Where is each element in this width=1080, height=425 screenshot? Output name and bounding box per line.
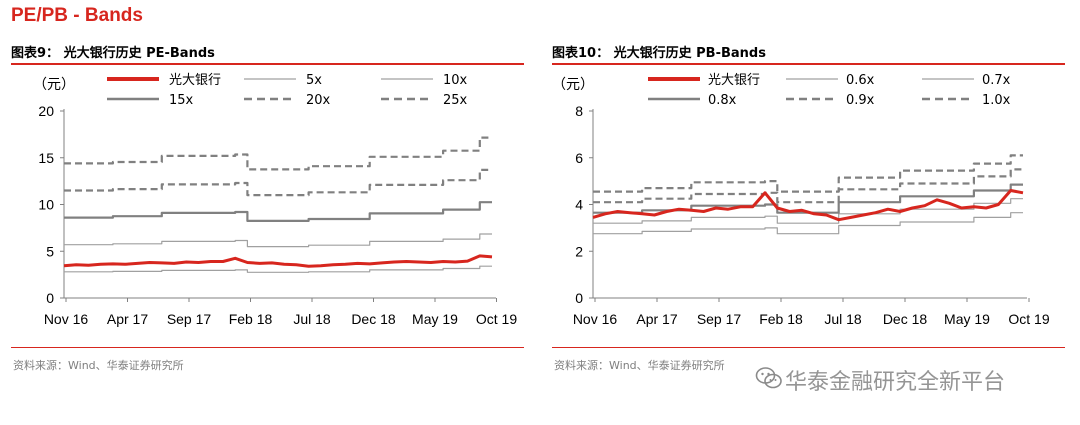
- legend-label: 0.8x: [708, 93, 737, 108]
- legend-label: 10x: [443, 73, 468, 88]
- y-tick-label: 2: [575, 243, 583, 259]
- watermark: 华泰金融研究全新平台: [755, 362, 1055, 398]
- y-tick-label: 0: [46, 290, 54, 306]
- series-line-0.9x: [593, 168, 1023, 204]
- series-line-10x: [64, 233, 492, 248]
- series-line-20x: [64, 168, 492, 197]
- watermark-text: 华泰金融研究全新平台: [785, 370, 1006, 395]
- y-unit-label: （元）: [552, 77, 594, 93]
- legend-label: 20x: [306, 93, 331, 108]
- y-tick-label: 8: [575, 103, 583, 119]
- x-tick-label: Jul 18: [293, 311, 331, 327]
- x-tick-label: Oct 19: [1008, 311, 1049, 327]
- source-rule: [11, 347, 524, 348]
- x-tick-label: Feb 18: [229, 311, 273, 327]
- legend-label: 光大银行: [169, 73, 221, 88]
- x-tick-label: Sep 17: [167, 311, 212, 327]
- x-tick-label: Feb 18: [759, 311, 803, 327]
- source-note: 资料来源：Wind、华泰证券研究所: [13, 359, 184, 372]
- source-note: 资料来源：Wind、华泰证券研究所: [554, 359, 725, 372]
- legend-label: 0.7x: [982, 73, 1011, 88]
- legend-label: 光大银行: [708, 73, 760, 88]
- legend-label: 0.9x: [846, 93, 875, 108]
- x-tick-label: Nov 16: [44, 311, 89, 327]
- y-tick-label: 0: [575, 290, 583, 306]
- pe-bands-chart: 0 5 10 15 20 Nov 16 Apr 17 Sep 17 Feb 18 Jul 18 De…: [33, 73, 517, 327]
- series-line-光大银行: [592, 189, 1024, 222]
- x-tick-label: Jul 18: [824, 311, 862, 327]
- chart-title: 图表9： 光大银行历史 PE-Bands: [11, 46, 215, 61]
- legend-label: 5x: [306, 73, 322, 88]
- legend-label: 0.6x: [846, 73, 875, 88]
- series-line-0.7x: [593, 198, 1023, 224]
- y-unit-label: （元）: [33, 77, 75, 93]
- pb-bands-panel: 图表10： 光大银行历史 PB-Bands 0 2 4 6 8 Nov 16 Apr 17 S…: [552, 40, 1065, 420]
- wechat-icon: [755, 367, 782, 389]
- y-tick-label: 20: [38, 103, 54, 119]
- x-tick-label: Oct 19: [476, 311, 517, 327]
- title-rule: [552, 63, 1065, 65]
- series-line-1.0x: [593, 154, 1023, 193]
- x-tick-label: Dec 18: [351, 311, 396, 327]
- x-tick-label: Apr 17: [107, 311, 148, 327]
- x-tick-label: May 19: [412, 311, 458, 327]
- series-line-25x: [64, 136, 492, 171]
- series-line-5x: [64, 265, 492, 273]
- y-tick-label: 5: [46, 243, 54, 259]
- pe-bands-panel: 图表9： 光大银行历史 PE-Bands 0 5 10 15 20 Nov 16 Apr 1…: [11, 40, 524, 420]
- x-tick-label: May 19: [944, 311, 990, 327]
- pb-bands-chart: 0 2 4 6 8 Nov 16 Apr 17 Sep 17 Feb 18 Jul 18 Dec 1…: [552, 73, 1050, 327]
- x-tick-label: Nov 16: [573, 311, 618, 327]
- y-tick-label: 10: [38, 197, 54, 213]
- series-line-光大银行: [63, 254, 493, 268]
- x-tick-label: Dec 18: [883, 311, 928, 327]
- legend-label: 25x: [443, 93, 468, 108]
- y-tick-label: 4: [575, 197, 583, 213]
- x-tick-label: Apr 17: [636, 311, 677, 327]
- y-tick-label: 6: [575, 150, 583, 166]
- y-tick-label: 15: [38, 150, 54, 166]
- series-line-15x: [64, 201, 492, 222]
- legend-label: 1.0x: [982, 93, 1011, 108]
- series-line-0.6x: [593, 212, 1023, 235]
- page-title: PE/PB - Bands: [11, 5, 143, 26]
- x-tick-label: Sep 17: [697, 311, 742, 327]
- legend-label: 15x: [169, 93, 194, 108]
- chart-title: 图表10： 光大银行历史 PB-Bands: [552, 46, 766, 61]
- source-rule: [552, 347, 1065, 348]
- title-rule: [11, 63, 524, 65]
